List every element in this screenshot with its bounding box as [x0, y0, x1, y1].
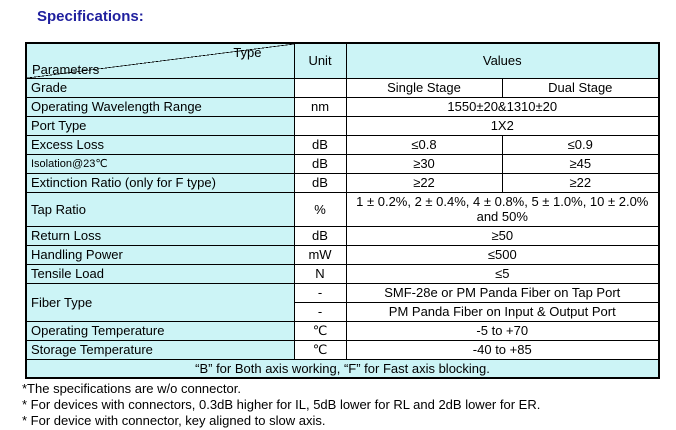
- table-row: Operating Temperature ℃ -5 to +70: [25, 320, 660, 341]
- footnote-line: *The specifications are w/o connector.: [22, 381, 241, 396]
- header-cell-parameters-type: Type Parameters: [25, 42, 295, 79]
- value-extinction-ratio-dual: ≥22: [501, 172, 660, 193]
- table-row: - PM Panda Fiber on Input & Output Port: [26, 301, 660, 322]
- param-fiber-type: Fiber Type: [25, 282, 295, 322]
- unit-grade: [293, 77, 347, 98]
- table-row: Excess Loss dB ≤0.8 ≤0.9: [25, 134, 660, 155]
- table-row: Port Type 1X2: [25, 115, 660, 136]
- header-parameters-label: Parameters: [32, 61, 100, 77]
- unit-isolation: dB: [293, 153, 347, 174]
- value-operating-temperature: -5 to +70: [345, 320, 660, 341]
- value-fiber-type-io: PM Panda Fiber on Input & Output Port: [345, 301, 660, 322]
- param-port-type: Port Type: [25, 115, 295, 136]
- param-isolation: Isolation@23℃: [25, 153, 295, 174]
- param-extinction-ratio: Extinction Ratio (only for F type): [25, 172, 295, 193]
- value-grade-dual: Dual Stage: [501, 77, 660, 98]
- footnote-line: * For devices with connectors, 0.3dB hig…: [22, 397, 541, 412]
- unit-handling-power: mW: [293, 244, 347, 265]
- table-row: Return Loss dB ≥50: [25, 225, 660, 246]
- value-extinction-ratio-single: ≥22: [345, 172, 503, 193]
- value-fiber-type-tap: SMF-28e or PM Panda Fiber on Tap Port: [345, 282, 660, 303]
- param-tap-ratio: Tap Ratio: [25, 191, 295, 227]
- table-row: “B” for Both axis working, “F” for Fast …: [25, 358, 660, 379]
- table-row: Fiber Type - SMF-28e or PM Panda Fiber on …: [25, 282, 660, 322]
- unit-tensile-load: N: [293, 263, 347, 284]
- unit-port-type: [293, 115, 347, 136]
- footnote-line: * For device with connector, key aligned…: [22, 413, 326, 428]
- table-row: Isolation@23℃ dB ≥30 ≥45: [25, 153, 660, 174]
- unit-fiber-type-io: -: [293, 301, 347, 322]
- unit-excess-loss: dB: [293, 134, 347, 155]
- value-excess-loss-dual: ≤0.9: [501, 134, 660, 155]
- table-row: Operating Wavelength Range nm 1550±20&1310…: [25, 96, 660, 117]
- table-row: Tap Ratio% 1 ± 0.2%, 2 ± 0.4%, 4 ± 0.8%, …: [25, 191, 660, 227]
- value-storage-temperature: -40 to +85: [345, 339, 660, 360]
- param-tensile-load: Tensile Load: [25, 263, 295, 284]
- param-excess-loss: Excess Loss: [25, 134, 295, 155]
- param-operating-wavelength-range: Operating Wavelength Range: [25, 96, 295, 117]
- unit-storage-temperature: ℃: [293, 339, 347, 360]
- header-cell-unit: Unit: [293, 42, 347, 79]
- table-row: Tensile Load N ≤5: [25, 263, 660, 284]
- table-row: Handling Power mW ≤500: [25, 244, 660, 265]
- value-tensile-load: ≤5: [345, 263, 660, 284]
- value-return-loss: ≥50: [345, 225, 660, 246]
- table-row: Grade Single Stage Dual Stage: [25, 77, 660, 98]
- unit-extinction-ratio: dB: [293, 172, 347, 193]
- value-grade-single: Single Stage: [345, 77, 503, 98]
- param-storage-temperature: Storage Temperature: [25, 339, 295, 360]
- footnotes: *The specifications are w/o connector. *…: [22, 381, 540, 429]
- value-port-type: 1X2: [345, 115, 660, 136]
- value-isolation-single: ≥30: [345, 153, 503, 174]
- param-return-loss: Return Loss: [25, 225, 295, 246]
- unit-tap-ratio: %: [293, 191, 347, 227]
- value-isolation-dual: ≥45: [501, 153, 660, 174]
- param-operating-temperature: Operating Temperature: [25, 320, 295, 341]
- page-title: Specifications:: [37, 8, 144, 25]
- specifications-table: Type Parameters Unit Values Grade Single …: [25, 42, 661, 379]
- param-handling-power: Handling Power: [25, 244, 295, 265]
- table-row: Storage Temperature ℃ -40 to +85: [25, 339, 660, 360]
- unit-return-loss: dB: [293, 225, 347, 246]
- header-cell-values: Values: [345, 42, 660, 79]
- value-operating-wavelength-range: 1550±20&1310±20: [345, 96, 660, 117]
- table-row: Extinction Ratio (only for F type) dB ≥22 ≥…: [25, 172, 660, 193]
- unit-operating-temperature: ℃: [293, 320, 347, 341]
- table-footer-note: “B” for Both axis working, “F” for Fast …: [25, 358, 660, 379]
- unit-fiber-type-tap: -: [293, 282, 347, 303]
- unit-operating-wavelength-range: nm: [293, 96, 347, 117]
- param-grade: Grade: [25, 77, 295, 98]
- value-handling-power: ≤500: [345, 244, 660, 265]
- header-type-label: Type: [233, 45, 262, 60]
- value-tap-ratio: 1 ± 0.2%, 2 ± 0.4%, 4 ± 0.8%, 5 ± 1.0%, …: [345, 191, 660, 227]
- table-header-row: Type Parameters Unit Values: [25, 42, 660, 79]
- value-excess-loss-single: ≤0.8: [345, 134, 503, 155]
